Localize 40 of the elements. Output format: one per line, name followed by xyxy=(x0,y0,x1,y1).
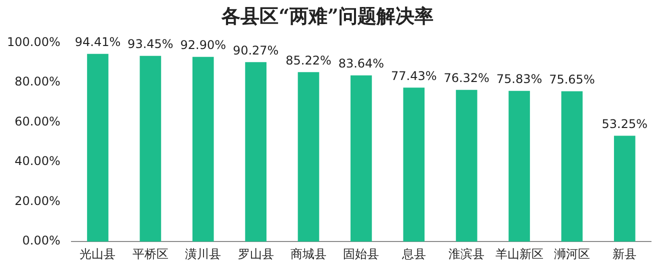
bar xyxy=(508,90,530,242)
bar xyxy=(245,62,266,242)
x-tick-label: 淮滨县 xyxy=(448,246,485,261)
data-label: 75.83% xyxy=(496,72,542,86)
data-label: 94.41% xyxy=(74,35,121,50)
y-tick-label: 40.00% xyxy=(14,154,60,168)
bar xyxy=(192,56,214,242)
chart-title: 各县区“两难”问题解决率 xyxy=(220,5,434,28)
y-tick-label: 60.00% xyxy=(14,114,60,128)
y-tick-label: 80.00% xyxy=(14,74,60,89)
x-tick-label: 固始县 xyxy=(343,246,380,261)
data-label: 85.22% xyxy=(286,53,332,68)
bar xyxy=(561,91,583,242)
x-tick-label: 光山县 xyxy=(80,246,116,261)
data-label: 76.32% xyxy=(444,71,490,85)
y-tick-label: 0.00% xyxy=(22,234,60,248)
bar xyxy=(614,136,636,242)
x-tick-label: 息县 xyxy=(400,246,426,261)
x-tick-label: 羊山新区 xyxy=(495,246,544,261)
y-tick-label: 20.00% xyxy=(14,194,60,208)
bar xyxy=(298,72,320,242)
bar xyxy=(87,54,108,242)
data-label: 83.64% xyxy=(338,56,384,70)
data-label: 92.90% xyxy=(180,38,226,52)
y-tick-label: 100.00% xyxy=(7,34,60,49)
data-label: 90.27% xyxy=(232,43,279,58)
bar xyxy=(403,88,425,242)
x-tick-label: 新县 xyxy=(612,246,637,261)
bar xyxy=(350,75,372,242)
data-label: 77.43% xyxy=(391,68,437,83)
x-tick-label: 商城县 xyxy=(290,246,327,261)
x-tick-label: 罗山县 xyxy=(238,246,274,261)
x-tick-label: 浉河区 xyxy=(554,246,590,261)
data-label: 75.65% xyxy=(549,72,595,86)
bar xyxy=(140,56,162,242)
x-tick-label: 平桥区 xyxy=(132,246,168,261)
data-label: 93.45% xyxy=(128,36,174,51)
data-label: 53.25% xyxy=(602,116,648,131)
bar xyxy=(456,90,478,242)
x-tick-label: 潢川县 xyxy=(185,246,222,261)
